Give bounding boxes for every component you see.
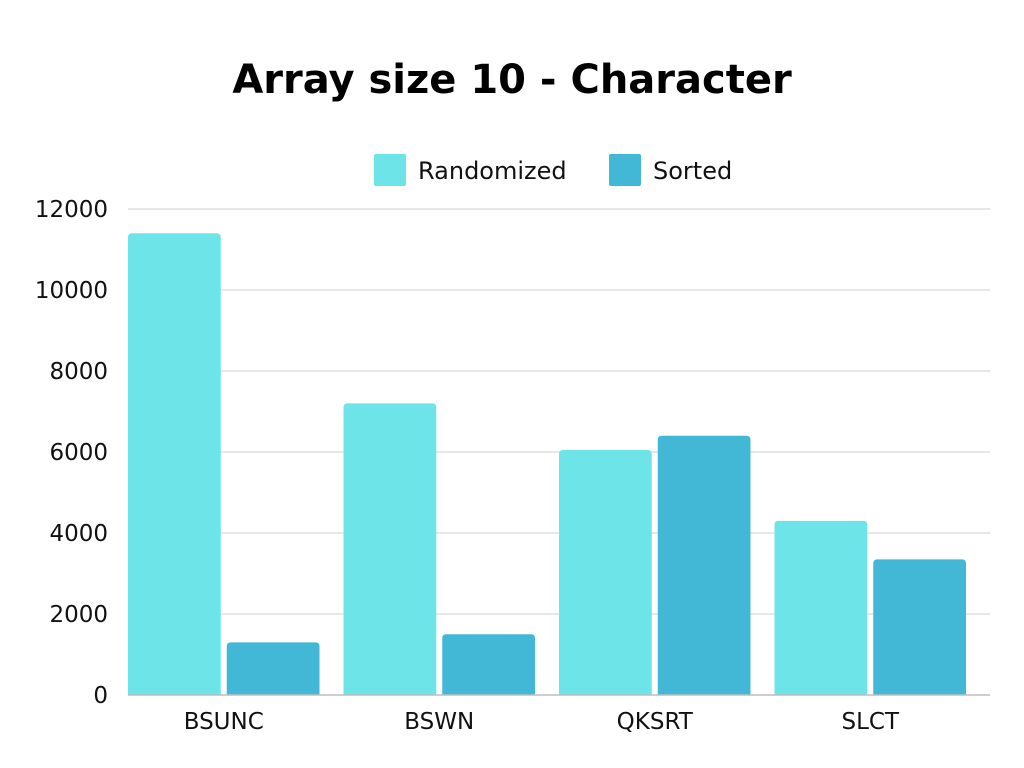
- y-tick-label-8000: 8000: [49, 359, 108, 385]
- x-category-label-qksrt: QKSRT: [617, 709, 694, 735]
- x-category-label-bswn: BSWN: [404, 709, 474, 735]
- y-tick-label-4000: 4000: [49, 521, 108, 547]
- bar-sorted-qksrt: [657, 435, 751, 695]
- x-axis-category-labels: BSUNC BSWN QKSRT SLCT: [184, 709, 900, 735]
- y-tick-label-12000: 12000: [35, 197, 108, 223]
- y-tick-label-10000: 10000: [35, 278, 108, 304]
- legend-label-randomized: Randomized: [418, 157, 567, 185]
- bar-randomized-slct: [774, 520, 868, 695]
- chart-bars: [128, 233, 966, 696]
- legend-label-sorted: Sorted: [653, 157, 732, 185]
- chart-legend: Randomized Sorted: [374, 154, 732, 186]
- legend-swatch-sorted: [609, 154, 641, 186]
- legend-swatch-randomized: [374, 154, 406, 186]
- bar-sorted-slct: [873, 559, 966, 695]
- bar-randomized-qksrt: [559, 449, 652, 695]
- bar-sorted-bsunc: [226, 642, 320, 695]
- bar-randomized-bswn: [343, 403, 437, 695]
- x-category-label-bsunc: BSUNC: [184, 709, 264, 735]
- chart-title: Array size 10 - Character: [232, 57, 792, 103]
- y-tick-label-2000: 2000: [49, 602, 108, 628]
- bar-sorted-bswn: [442, 634, 535, 695]
- x-category-label-slct: SLCT: [841, 709, 899, 735]
- y-tick-label-0: 0: [93, 683, 108, 709]
- bar-randomized-bsunc: [128, 233, 221, 696]
- y-axis-tick-labels: 0 2000 4000 6000 8000 10000 12000: [35, 197, 108, 709]
- y-tick-label-6000: 6000: [49, 440, 108, 466]
